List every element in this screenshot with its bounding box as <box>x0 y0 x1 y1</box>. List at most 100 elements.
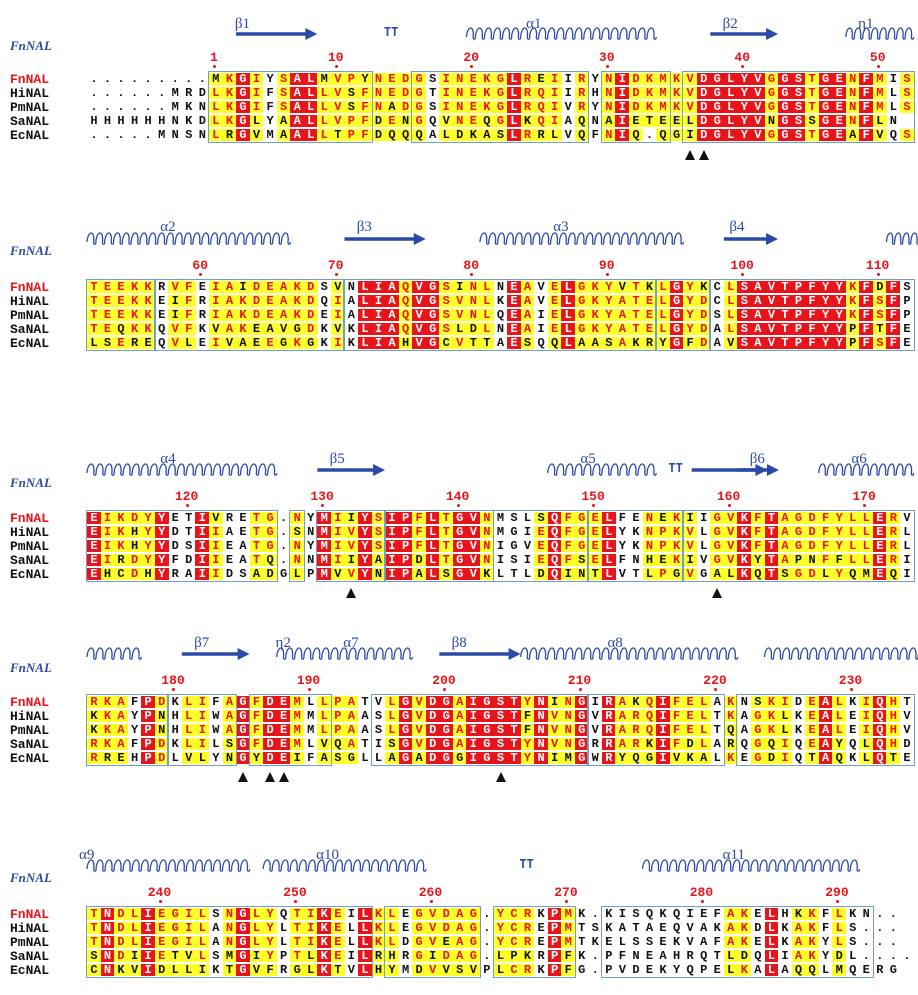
residue-cell: V <box>330 87 345 99</box>
residue-cell: L <box>425 554 440 566</box>
residue-cell: A <box>385 281 399 293</box>
residue-cell: A <box>385 323 399 335</box>
residue-cell: I <box>385 568 399 580</box>
residue-cell: L <box>723 568 738 580</box>
residue-cell: F <box>713 907 721 921</box>
residue-cell: V <box>872 129 887 141</box>
residue-cell: G <box>236 696 250 708</box>
residue-cell: N <box>534 724 548 736</box>
residue-cell: L <box>249 908 264 920</box>
residue-cell: L <box>249 115 264 127</box>
residue-cell: K <box>87 724 101 736</box>
residue-cell: T <box>510 567 518 581</box>
residue-cell: I <box>249 73 264 85</box>
residue-cell: I <box>371 281 386 293</box>
residue-cell: K <box>764 724 779 736</box>
residue-cell: S <box>574 554 589 566</box>
residue-cell: T <box>507 738 521 750</box>
residue-cell: K <box>520 115 535 127</box>
residue-cell: F <box>520 724 535 736</box>
residue-cell: Q <box>629 752 643 764</box>
residue-cell: G <box>778 101 792 113</box>
residue-cell: D <box>696 295 711 307</box>
residue-cell: Y <box>615 752 630 764</box>
residue-cell: I <box>778 752 792 764</box>
residue-cell: F <box>249 710 264 722</box>
residue-cell: V <box>330 568 345 580</box>
residue-cell: R <box>185 86 193 100</box>
residue-cell: S <box>493 710 508 722</box>
residue-cell: K <box>805 950 819 962</box>
residue-cell: S <box>493 738 508 750</box>
residue-number-dot <box>592 504 596 507</box>
residue-cell: E <box>629 115 643 127</box>
residue-cell: G <box>700 567 708 581</box>
residue-cell: N <box>534 710 548 722</box>
residue-cell: A <box>114 724 128 736</box>
sequence-name: SaNAL <box>10 553 50 568</box>
beta-strand-arrowhead <box>373 464 386 476</box>
residue-cell: . <box>158 86 166 100</box>
residue-cell: F <box>713 935 721 949</box>
residue-cell: A <box>114 738 128 750</box>
residue-cell: Q <box>158 336 166 350</box>
residue-cell: I <box>208 337 223 349</box>
structure-label: FnNAL <box>10 870 52 885</box>
residue-cell: M <box>317 512 332 524</box>
residue-cell: E <box>87 554 101 566</box>
residue-cell: A <box>412 568 427 580</box>
residue-cell: A <box>344 696 359 708</box>
residue-cell: S <box>645 935 654 949</box>
residue-cell: I <box>208 281 223 293</box>
residue-cell: G <box>493 115 508 127</box>
residue-cell: . <box>90 86 98 100</box>
residue-cell: K <box>371 922 386 934</box>
residue-cell: E <box>401 921 410 935</box>
residue-cell: D <box>425 696 440 708</box>
residue-cell: I <box>656 752 670 764</box>
residue-cell: P <box>483 963 491 977</box>
residue-cell: G <box>710 87 725 99</box>
residue-cell: N <box>154 710 169 722</box>
residue-cell: F <box>130 737 139 751</box>
structure-label: FnNAL <box>10 243 52 258</box>
beta-strand-arrowhead <box>305 28 318 40</box>
residue-cell: G <box>493 87 508 99</box>
residue-cell: N <box>290 512 305 524</box>
residue-cell: I <box>344 512 359 524</box>
residue-cell: P <box>656 568 670 580</box>
residue-cell: A <box>615 323 630 335</box>
residue-cell: K <box>479 568 494 580</box>
residue-cell: N <box>479 512 494 524</box>
residue-cell: I <box>700 511 708 525</box>
residue-cell: L <box>507 129 521 141</box>
residue-cell: Q <box>398 295 413 307</box>
residue-cell: A <box>618 921 626 935</box>
residue-cell: E <box>87 512 101 524</box>
residue-cell: Y <box>307 511 315 525</box>
residue-cell: K <box>669 554 684 566</box>
residue-cell: D <box>263 696 277 708</box>
residue-cell: V <box>168 337 183 349</box>
residue-cell: L <box>479 309 494 321</box>
residue-cell: L <box>212 737 220 751</box>
residue-cell: A <box>344 724 359 736</box>
residue-cell: A <box>452 922 467 934</box>
residue-cell: L <box>385 936 399 948</box>
residue-cell: L <box>181 337 196 349</box>
residue-cell: L <box>832 724 847 736</box>
residue-cell: L <box>507 87 521 99</box>
residue-cell: E <box>588 526 603 538</box>
residue-cell: D <box>154 964 169 976</box>
residue-cell: S <box>510 511 518 525</box>
residue-cell: A <box>239 553 247 567</box>
beta-strand-arrowhead <box>766 464 779 476</box>
residue-cell: V <box>750 87 765 99</box>
residue-cell: E <box>100 281 115 293</box>
residue-cell: D <box>412 554 427 566</box>
residue-cell: E <box>642 295 657 307</box>
residue-cell: T <box>764 526 779 538</box>
residue-cell: T <box>805 129 819 141</box>
residue-cell: K <box>764 696 779 708</box>
